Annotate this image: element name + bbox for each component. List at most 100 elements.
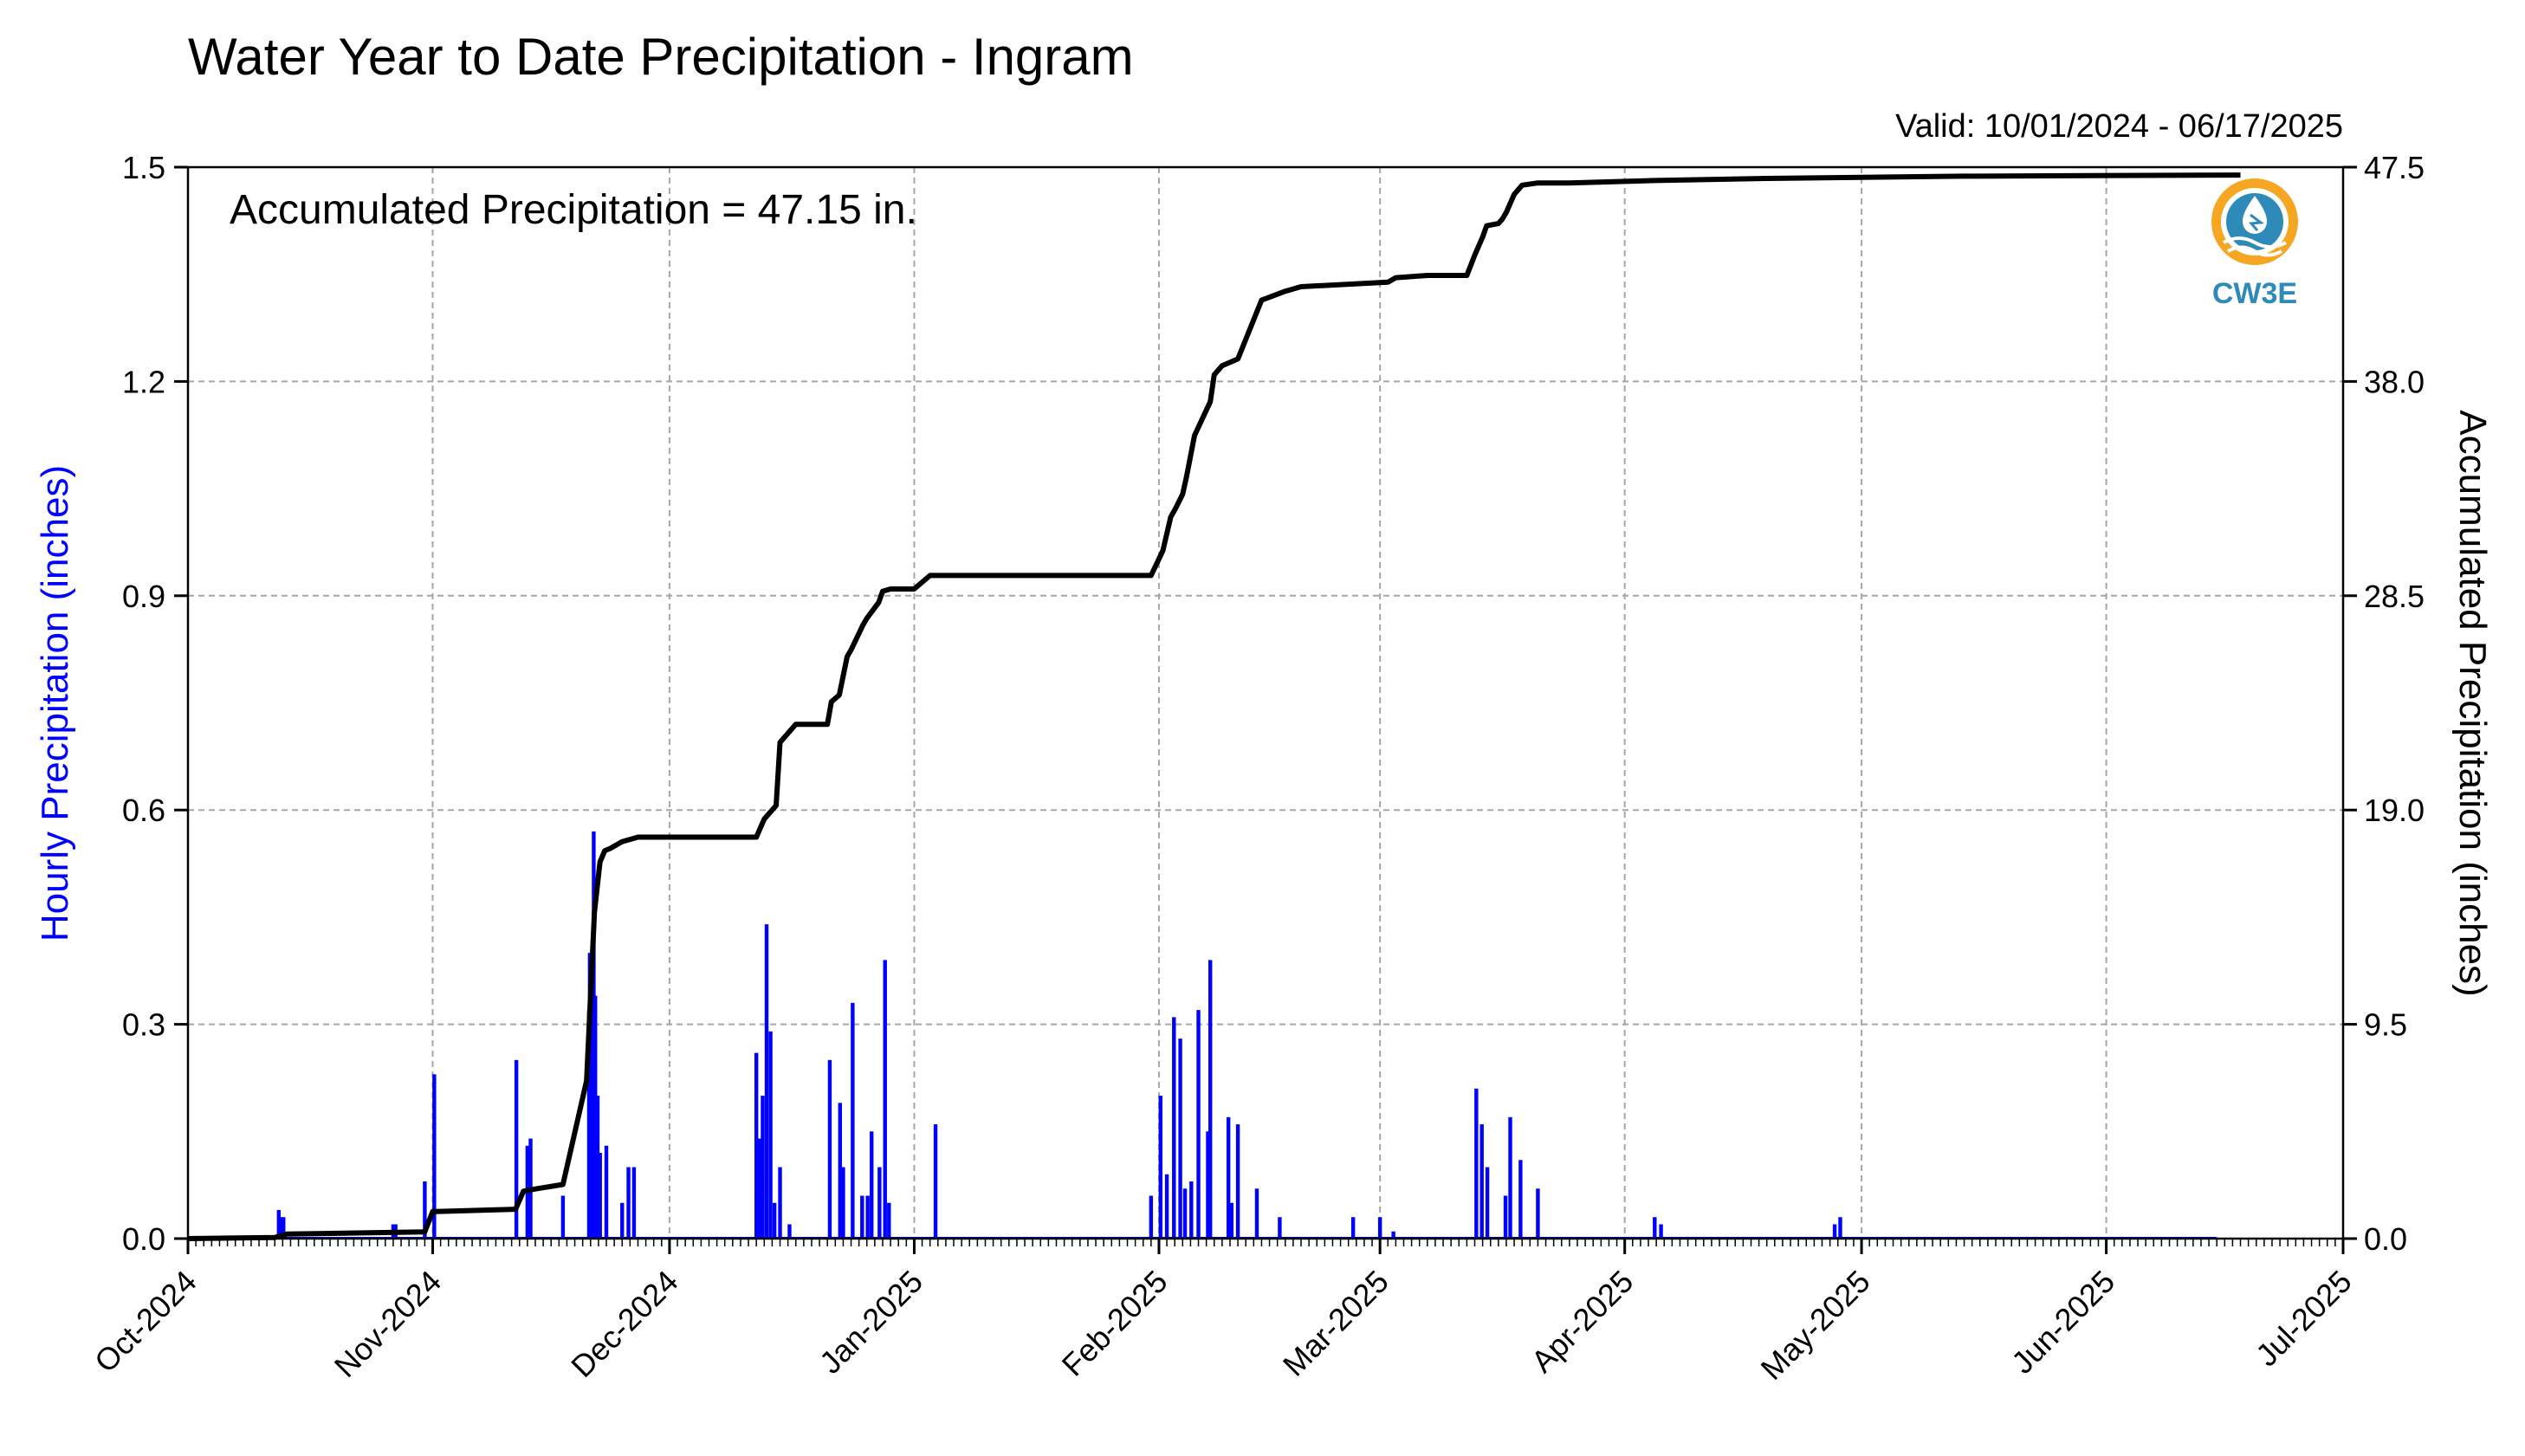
hourly-precip-bar bbox=[1832, 1224, 1837, 1239]
hourly-precip-bar bbox=[432, 1074, 437, 1239]
hourly-precip-bar bbox=[865, 1195, 870, 1239]
hourly-precip-bar bbox=[631, 1167, 637, 1239]
grid-lines bbox=[188, 167, 2343, 1239]
hourly-precip-bar bbox=[1235, 1124, 1240, 1239]
left-axis-label: Hourly Precipitation (inches) bbox=[34, 465, 76, 942]
right-tick-labels: 0.0 9.5 19.0 28.5 38.0 47.5 bbox=[2364, 150, 2425, 1257]
hourly-precip-bar bbox=[877, 1167, 882, 1239]
hourly-precip-bar bbox=[1226, 1116, 1231, 1239]
x-tick-label: Oct-2024 bbox=[87, 1264, 204, 1380]
hourly-precip-bar bbox=[870, 1131, 874, 1239]
accumulated-precipitation-line bbox=[187, 172, 2241, 1241]
axis-ticks bbox=[174, 165, 2357, 1254]
y-left-tick-label: 0.0 bbox=[122, 1221, 165, 1257]
hourly-precip-bar bbox=[598, 1153, 602, 1239]
hourly-precip-bar bbox=[620, 1202, 625, 1239]
hourly-precip-bar bbox=[626, 1167, 631, 1239]
hourly-precip-bar bbox=[883, 960, 887, 1239]
plot-frame bbox=[186, 165, 2345, 1240]
hourly-precip-bar bbox=[604, 1145, 609, 1239]
hourly-precip-bar bbox=[1508, 1116, 1512, 1239]
y-left-tick-label: 1.5 bbox=[122, 150, 165, 185]
hourly-precip-bar bbox=[1172, 1017, 1176, 1239]
hourly-precip-bar bbox=[1158, 1096, 1162, 1239]
hourly-precip-bar bbox=[1164, 1174, 1169, 1239]
hourly-precip-bar bbox=[595, 1096, 600, 1239]
x-tick-label: Jun-2025 bbox=[2004, 1264, 2121, 1381]
y-right-tick-label: 38.0 bbox=[2364, 364, 2425, 399]
hourly-precip-bar bbox=[841, 1167, 845, 1239]
y-right-tick-label: 47.5 bbox=[2364, 150, 2425, 185]
hourly-precip-bar bbox=[1206, 1131, 1210, 1239]
x-tick-label: Dec-2024 bbox=[564, 1264, 684, 1384]
hourly-precip-bar bbox=[761, 1096, 765, 1239]
hourly-precip-bar bbox=[276, 1210, 282, 1239]
hourly-precip-bar bbox=[279, 1217, 283, 1239]
hourly-precip-bar bbox=[589, 967, 593, 1239]
hourly-precip-bar bbox=[768, 1031, 773, 1239]
hourly-precip-bar bbox=[514, 1059, 519, 1239]
x-tick-labels: Oct-2024 Nov-2024 Dec-2024 Jan-2025 Feb-2025… bbox=[87, 1264, 2359, 1387]
hourly-precip-bar bbox=[1479, 1124, 1484, 1239]
hourly-precip-bar bbox=[1377, 1217, 1382, 1239]
hourly-precip-bar bbox=[1196, 1010, 1201, 1239]
hourly-precip-bar bbox=[1278, 1217, 1282, 1239]
hourly-precip-bar bbox=[1838, 1217, 1842, 1239]
left-tick-labels: 0.0 0.3 0.6 0.9 1.2 1.5 bbox=[122, 150, 165, 1257]
hourly-precip-bar bbox=[1178, 1039, 1182, 1239]
chart-title: Water Year to Date Precipitation - Ingra… bbox=[188, 28, 1134, 86]
hourly-precip-bar bbox=[1149, 1195, 1154, 1239]
hourly-precip-bar bbox=[423, 1181, 427, 1239]
water-drop-icon bbox=[2243, 196, 2267, 234]
x-tick-label: Jul-2025 bbox=[2249, 1264, 2359, 1374]
x-tick-label: Feb-2025 bbox=[1055, 1264, 1175, 1383]
hourly-precip-bar bbox=[1189, 1181, 1194, 1239]
y-right-tick-label: 19.0 bbox=[2364, 793, 2425, 828]
hourly-precip-bar bbox=[1229, 1202, 1234, 1239]
x-tick-label: Mar-2025 bbox=[1276, 1264, 1395, 1383]
hourly-precip-bar bbox=[1254, 1188, 1259, 1239]
x-tick-label: Nov-2024 bbox=[327, 1264, 448, 1384]
y-left-tick-label: 1.2 bbox=[122, 364, 165, 399]
y-left-tick-label: 0.3 bbox=[122, 1007, 165, 1043]
hourly-precip-bar bbox=[787, 1224, 792, 1239]
hourly-precip-bar bbox=[838, 1103, 842, 1239]
hourly-precip-bar bbox=[1391, 1231, 1395, 1239]
hourly-precip-bar bbox=[827, 1059, 832, 1239]
hourly-precip-bar bbox=[764, 924, 769, 1239]
hourly-precip-bar bbox=[1518, 1160, 1523, 1239]
hourly-precip-bar bbox=[1659, 1224, 1663, 1239]
x-tick-label: May-2025 bbox=[1754, 1264, 1877, 1387]
cw3e-logo: CW3E bbox=[2211, 178, 2298, 310]
x-tick-label: Apr-2025 bbox=[1525, 1264, 1641, 1380]
logo-text: CW3E bbox=[2212, 277, 2297, 310]
hourly-precip-bar bbox=[772, 1202, 777, 1239]
accumulated-annotation: Accumulated Precipitation = 47.15 in. bbox=[230, 187, 917, 233]
hourly-precip-bar bbox=[1208, 960, 1213, 1239]
hourly-precip-bar bbox=[887, 1202, 891, 1239]
y-left-tick-label: 0.9 bbox=[122, 579, 165, 614]
valid-date-range: Valid: 10/01/2024 - 06/17/2025 bbox=[1895, 108, 2343, 145]
hourly-precip-bar bbox=[1474, 1088, 1479, 1239]
y-right-tick-label: 9.5 bbox=[2364, 1007, 2407, 1043]
hourly-precip-bar bbox=[754, 1052, 759, 1239]
hourly-precip-bar bbox=[1503, 1195, 1508, 1239]
hourly-precip-bar bbox=[851, 1002, 855, 1239]
hourly-precip-bar bbox=[1485, 1167, 1490, 1239]
hourly-precip-bar bbox=[1182, 1188, 1188, 1239]
y-left-tick-label: 0.6 bbox=[122, 793, 165, 828]
hourly-precip-bar bbox=[778, 1167, 782, 1239]
hourly-precip-bar bbox=[757, 1138, 762, 1239]
hourly-precip-bar bbox=[282, 1217, 286, 1239]
hourly-precip-bar bbox=[593, 995, 598, 1239]
y-right-tick-label: 0.0 bbox=[2364, 1221, 2407, 1257]
x-tick-label: Jan-2025 bbox=[813, 1264, 929, 1381]
hourly-precip-bar bbox=[1536, 1188, 1540, 1239]
hourly-bars bbox=[188, 831, 2217, 1239]
hourly-precip-bar bbox=[1653, 1217, 1657, 1239]
hourly-precip-bar bbox=[560, 1195, 566, 1239]
hourly-precip-bar bbox=[860, 1195, 864, 1239]
y-right-tick-label: 28.5 bbox=[2364, 579, 2425, 614]
hourly-precip-bar bbox=[1350, 1217, 1356, 1239]
